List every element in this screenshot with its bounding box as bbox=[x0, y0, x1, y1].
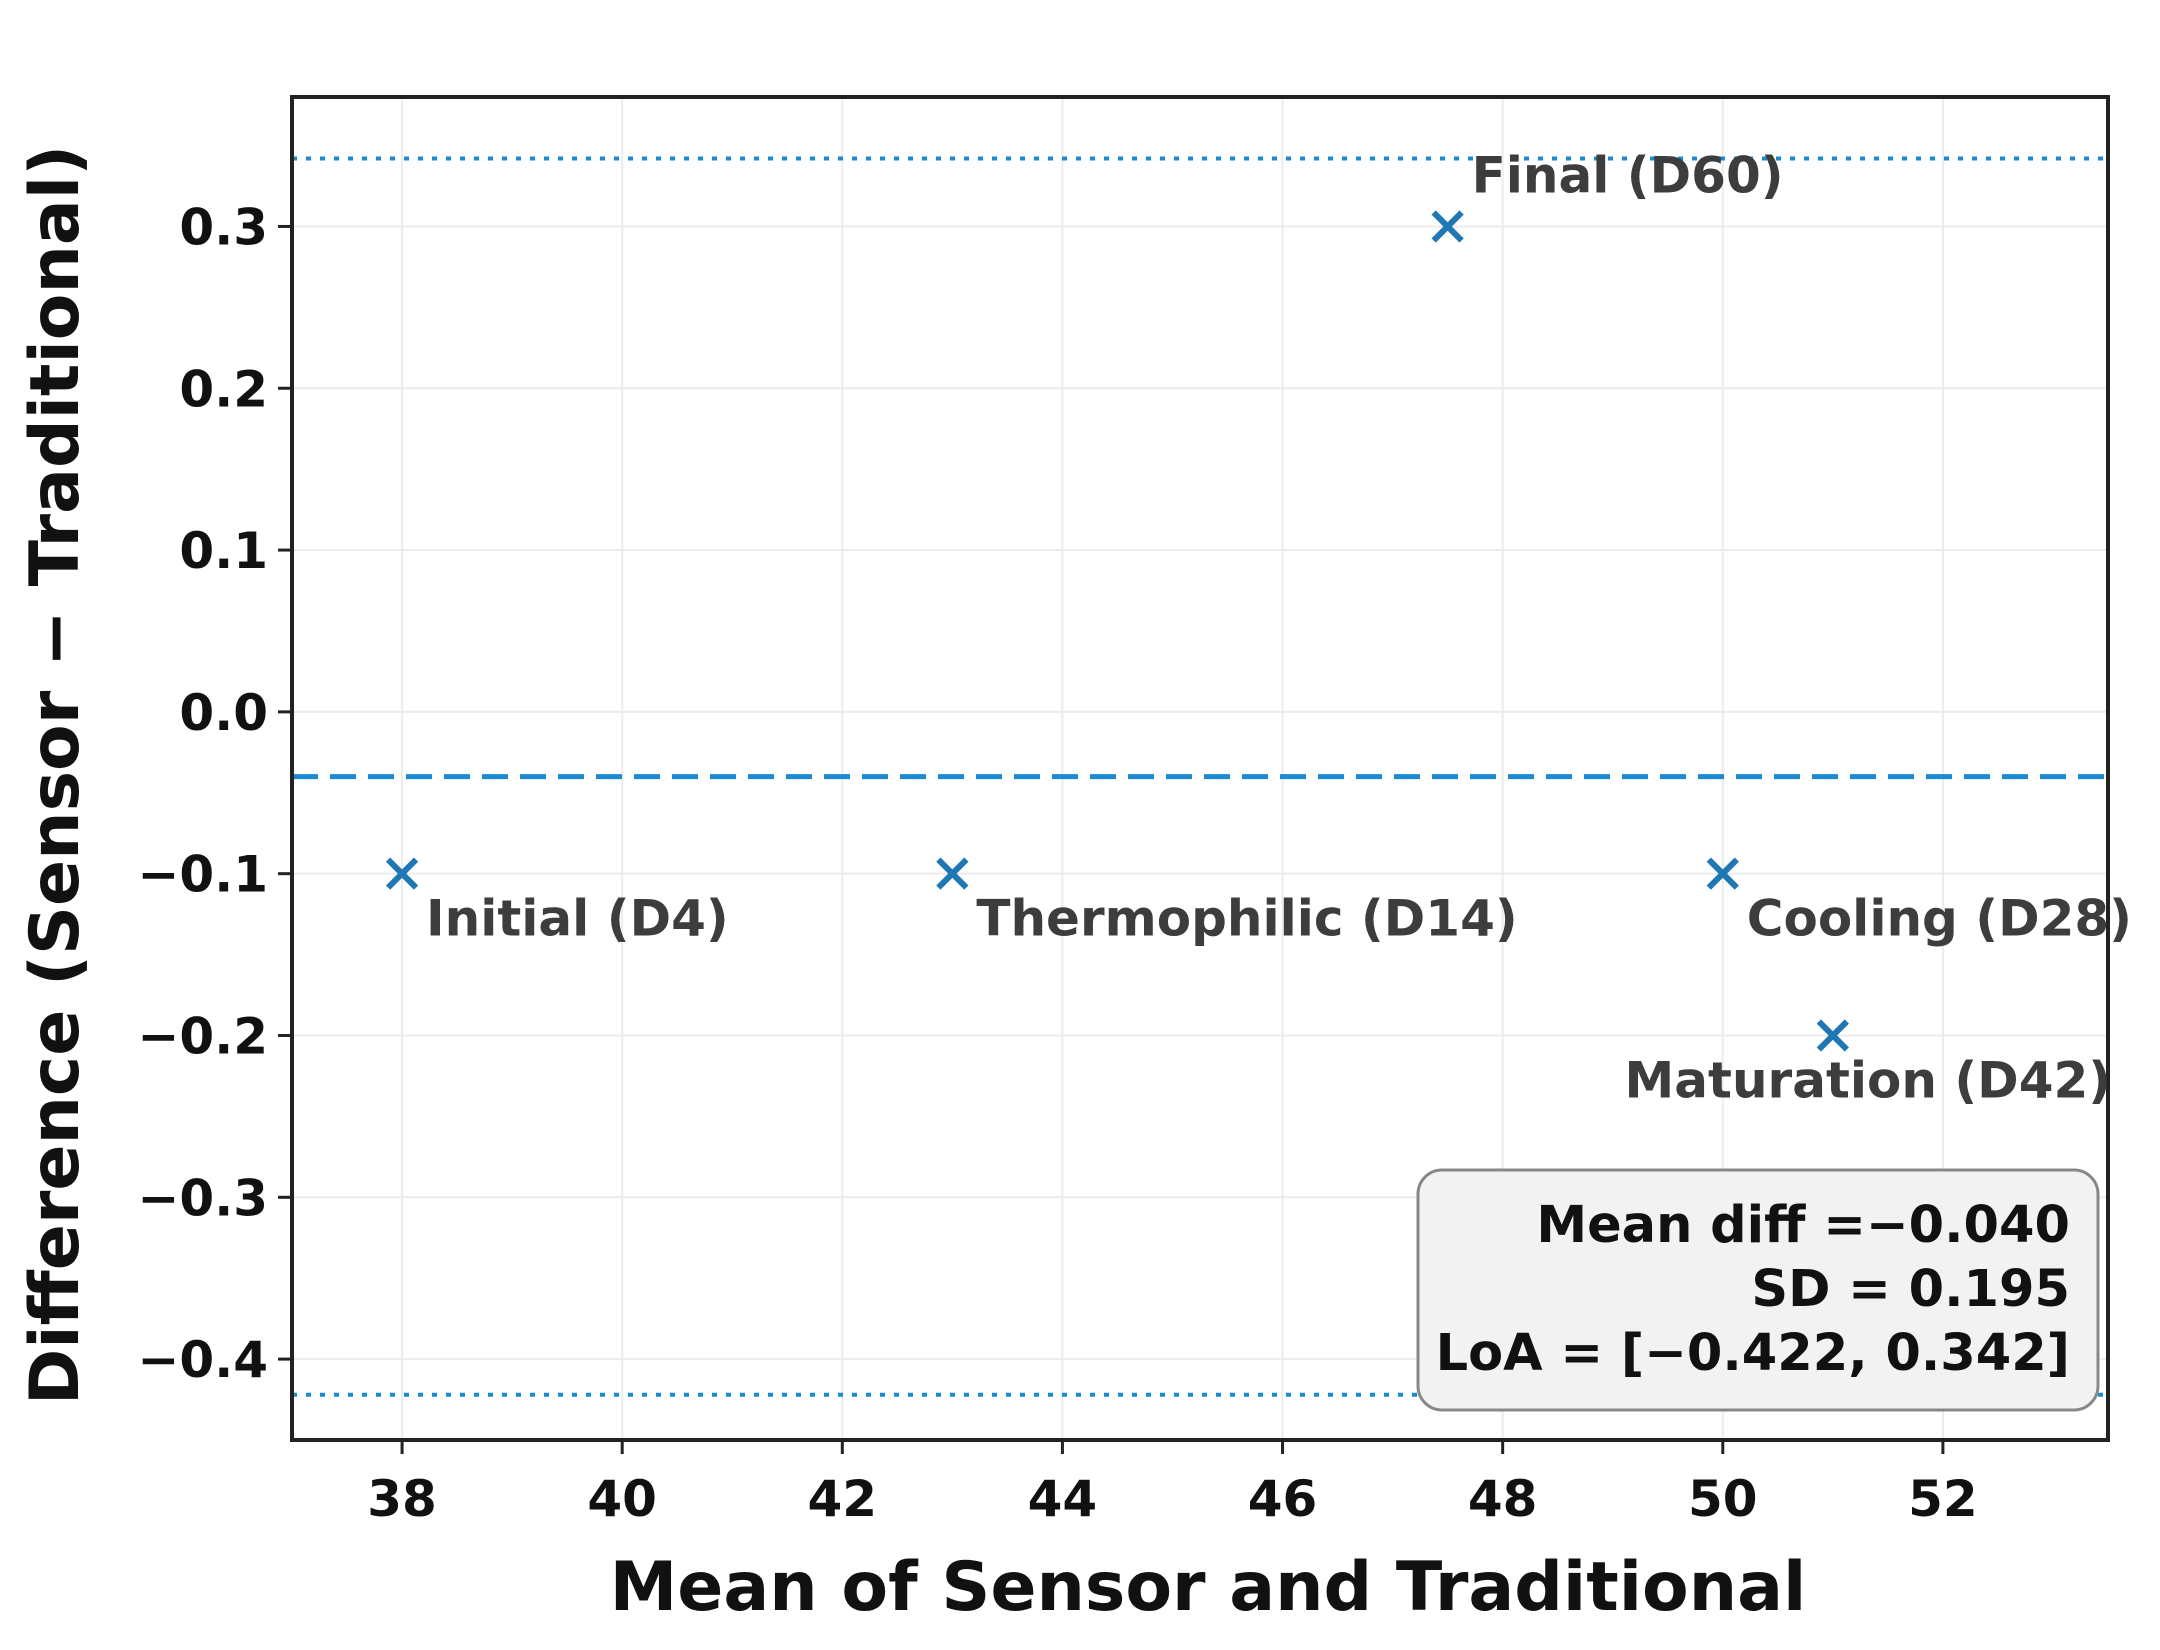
stats-loa: LoA = [−0.422, 0.342] bbox=[1436, 1324, 2070, 1383]
y-tick-label: 0.0 bbox=[179, 684, 268, 742]
y-tick-label: −0.4 bbox=[138, 1331, 268, 1389]
stats-mean-diff: Mean diff =−0.040 bbox=[1536, 1196, 2070, 1255]
x-tick-label: 50 bbox=[1688, 1470, 1758, 1528]
data-point-marker bbox=[1816, 1019, 1849, 1052]
y-tick-label: −0.3 bbox=[138, 1169, 268, 1227]
x-tick-label: 46 bbox=[1248, 1470, 1318, 1528]
x-tick-label: 42 bbox=[808, 1470, 878, 1528]
marker-stroke bbox=[1706, 857, 1739, 890]
y-tick-label: 0.3 bbox=[179, 198, 268, 256]
data-point-label: Maturation (D42) bbox=[1625, 1051, 2112, 1109]
data-point-label: Final (D60) bbox=[1472, 146, 1784, 204]
grid bbox=[292, 97, 2108, 1440]
x-axis-title: Mean of Sensor and Traditional bbox=[610, 1548, 1807, 1627]
y-tick-label: −0.2 bbox=[138, 1007, 268, 1065]
y-tick-label: 0.2 bbox=[179, 360, 268, 418]
plot-area-frame bbox=[290, 95, 2110, 1442]
data-point-marker bbox=[1706, 857, 1739, 890]
y-tick-label: 0.1 bbox=[179, 522, 268, 580]
data-point-marker bbox=[385, 857, 419, 890]
stats-box-background bbox=[1416, 1168, 2100, 1412]
marker-stroke bbox=[1816, 1019, 1849, 1052]
data-point-marker bbox=[936, 857, 969, 890]
marker-stroke bbox=[385, 857, 419, 890]
marker-stroke bbox=[1431, 210, 1464, 243]
x-tick-label: 38 bbox=[367, 1470, 437, 1528]
data-points bbox=[385, 210, 1849, 1052]
point-labels: Initial (D4) Thermophilic (D14) Cooling (D… bbox=[426, 146, 2132, 1109]
data-point-label: Initial (D4) bbox=[426, 890, 729, 948]
axis-ticks: 38 40 42 44 46 48 50 52 0.3 0.2 0.1 0.0 −0.1 −0.2 −0.3… bbox=[138, 198, 1978, 1528]
x-tick-label: 48 bbox=[1468, 1470, 1538, 1528]
x-tick-label: 44 bbox=[1028, 1470, 1098, 1528]
y-tick-label: −0.1 bbox=[138, 846, 268, 904]
data-point-marker bbox=[1431, 210, 1464, 243]
y-axis-title: Difference (Sensor − Traditional) bbox=[16, 145, 95, 1405]
data-point-label: Thermophilic (D14) bbox=[976, 890, 1517, 948]
stats-sd: SD = 0.195 bbox=[1751, 1260, 2070, 1319]
x-tick-label: 40 bbox=[587, 1470, 657, 1528]
data-point-label: Cooling (D28) bbox=[1747, 890, 2132, 948]
stats-box: Mean diff =−0.040 SD = 0.195 LoA = [−0.4… bbox=[1416, 1168, 2100, 1412]
x-tick-label: 52 bbox=[1908, 1470, 1978, 1528]
marker-stroke bbox=[936, 857, 969, 890]
